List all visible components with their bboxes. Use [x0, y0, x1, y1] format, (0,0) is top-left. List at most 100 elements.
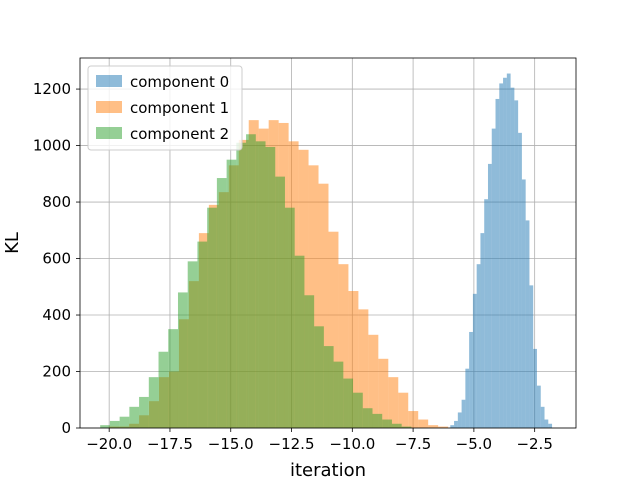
histogram-bar: [457, 412, 462, 428]
plot-frame: [79, 57, 577, 429]
histogram-bar: [333, 361, 344, 428]
legend-swatch: [96, 101, 122, 113]
y-tick-label: 0: [61, 419, 71, 437]
histogram-bar: [533, 348, 537, 428]
histogram-bar: [323, 346, 334, 428]
histogram-bar: [119, 416, 130, 428]
histogram-bar: [168, 329, 178, 428]
legend-box: [87, 65, 243, 151]
x-axis-label: iteration: [290, 460, 366, 480]
histogram-bar: [450, 425, 455, 428]
histogram-bar: [246, 134, 256, 429]
histogram-bar: [275, 176, 285, 428]
y-tick-label: 200: [42, 363, 71, 381]
histogram-bar: [265, 146, 276, 428]
x-tick-label: −12.5: [269, 435, 315, 453]
histogram-bar: [521, 179, 526, 428]
histogram-bar: [382, 419, 392, 428]
histogram-bar: [255, 141, 266, 428]
histogram-bar: [343, 378, 354, 428]
histogram-bar: [353, 392, 363, 428]
x-tick-label: −20.0: [86, 435, 132, 453]
histogram-bar: [472, 293, 477, 428]
histogram-bar: [358, 309, 369, 428]
histogram-bar: [484, 199, 488, 428]
histogram-bar: [207, 207, 217, 428]
histogram-bar: [540, 406, 545, 428]
histogram-bar: [197, 241, 208, 428]
tick-labels: −20.0 −17.5 −15.0 −12.5 −10.0 −7.5 −5.0 −2.5 0 20…: [33, 80, 553, 453]
legend-label: component 2: [130, 125, 229, 143]
histogram-bar: [398, 392, 409, 428]
histogram-bar: [487, 163, 492, 429]
histogram-bar: [465, 368, 470, 428]
histogram-bar: [187, 261, 198, 428]
histogram-bar: [503, 77, 507, 428]
histogram-bar: [129, 406, 140, 428]
histogram-bar: [139, 396, 149, 428]
x-tick-label: −5.0: [456, 435, 492, 453]
histogram-bar: [391, 423, 402, 428]
histogram-bar: [372, 413, 383, 428]
histogram-bar: [294, 255, 305, 428]
histogram-bar: [236, 142, 247, 428]
legend-swatch: [96, 127, 122, 139]
legend-label: component 1: [130, 99, 229, 117]
x-tick-label: −15.0: [208, 435, 254, 453]
histogram-bar: [418, 419, 429, 428]
histogram-bar: [314, 326, 324, 428]
histogram-bar: [158, 351, 169, 428]
histogram-bar: [495, 98, 500, 429]
histogram-bar: [476, 264, 481, 428]
y-tick-label: 1000: [33, 137, 71, 155]
histogram-bar: [338, 264, 349, 428]
y-tick-label: 600: [42, 250, 71, 268]
x-tick-label: −7.5: [395, 435, 431, 453]
histogram-bar: [109, 420, 120, 428]
histogram-bar: [461, 399, 466, 428]
series-0-bars: [450, 73, 553, 429]
histogram-bar: [408, 411, 419, 428]
histogram-bars: [100, 73, 553, 429]
histogram-bar: [544, 419, 549, 428]
histogram-bar: [518, 132, 522, 428]
y-tick-label: 400: [42, 306, 71, 324]
histogram-bar: [401, 426, 412, 428]
histogram-bar: [388, 377, 399, 428]
histogram-bar: [454, 420, 458, 428]
histogram-bar: [378, 358, 389, 428]
y-tick-label: 800: [42, 193, 71, 211]
histogram-bar: [226, 159, 237, 428]
histogram-bar: [469, 331, 473, 428]
histogram-bar: [491, 128, 496, 428]
histogram-bar: [529, 285, 534, 428]
histogram-bar: [548, 423, 553, 428]
histogram-bar: [368, 334, 379, 428]
histogram-bar: [304, 295, 315, 428]
histogram-bar: [318, 183, 329, 428]
histogram-bar: [499, 83, 504, 428]
histogram-bar: [148, 377, 159, 428]
series-2-bars: [100, 134, 412, 429]
legend-label: component 0: [130, 73, 229, 91]
histogram-bar: [328, 231, 339, 428]
y-axis-label: KL: [2, 232, 23, 254]
histogram-bar: [510, 87, 515, 428]
histogram-bar: [514, 100, 519, 429]
x-tick-label: −2.5: [516, 435, 552, 453]
histogram-bar: [100, 425, 110, 428]
histogram-bar: [506, 73, 511, 428]
histogram-bar: [438, 426, 449, 428]
axes: [79, 57, 577, 429]
histogram-bar: [480, 233, 485, 428]
x-tick-label: −17.5: [147, 435, 193, 453]
histogram-bar: [216, 178, 227, 428]
histogram-bar: [348, 291, 359, 428]
histogram-bar: [525, 220, 530, 428]
histogram-bar: [362, 408, 373, 428]
histogram-bar: [284, 207, 295, 428]
histogram-bar: [177, 292, 188, 428]
x-tick-label: −10.0: [329, 435, 375, 453]
